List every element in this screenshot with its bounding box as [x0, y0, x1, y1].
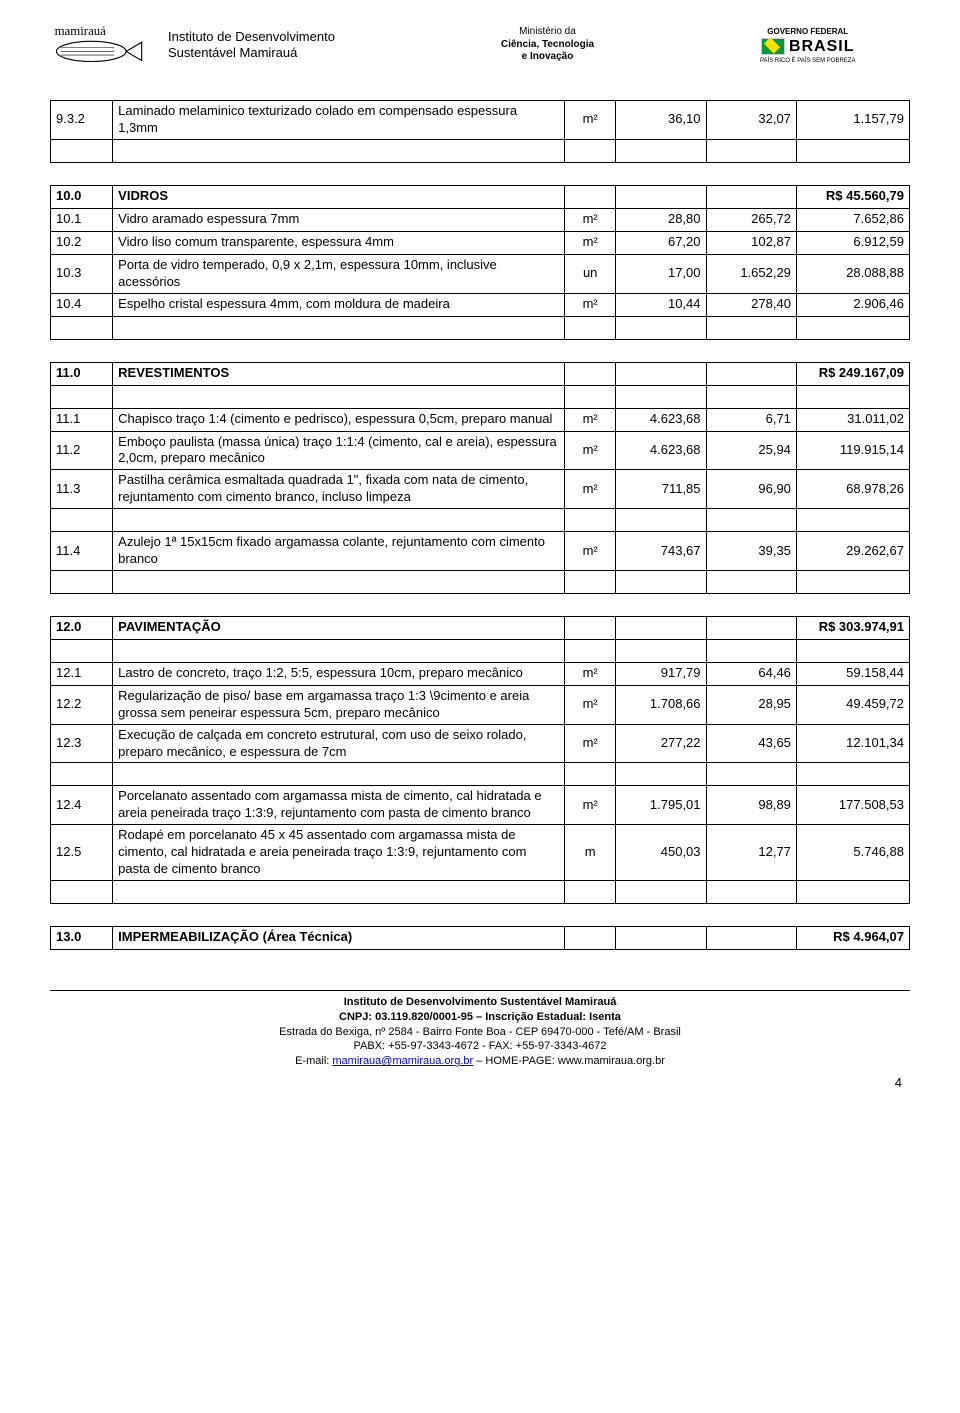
table-row: 11.4Azulejo 1ª 15x15cm fixado argamassa …: [51, 532, 910, 571]
table-row: [51, 509, 910, 532]
footer-l4: PABX: +55-97-3343-4672 - FAX: +55-97-334…: [50, 1039, 910, 1054]
header-right: GOVERNO FEDERAL BRASIL PAÍS RICO É PAÍS …: [760, 20, 910, 70]
cell-code: 9.3.2: [51, 101, 113, 140]
table-row: 10.1Vidro aramado espessura 7mmm²28,8026…: [51, 208, 910, 231]
ministerio-l3: e Inovação: [501, 51, 594, 64]
table-row: 13.0 IMPERMEABILIZAÇÃO (Área Técnica) R$…: [51, 926, 910, 949]
page-number: 4: [50, 1075, 910, 1090]
cell-pu: [706, 185, 796, 208]
cell-desc: Laminado melaminico texturizado colado e…: [113, 101, 565, 140]
page-footer: Instituto de Desenvolvimento Sustentável…: [50, 995, 910, 1069]
cell-qty: [616, 185, 706, 208]
cell-un: [565, 185, 616, 208]
footer-email-label: E-mail:: [295, 1055, 332, 1067]
header-left: mamirauá Instituto de Desenvolvimento Su…: [50, 20, 335, 70]
table-row: 12.2Regularização de piso/ base em argam…: [51, 685, 910, 724]
table-section-13: 13.0 IMPERMEABILIZAÇÃO (Área Técnica) R$…: [50, 926, 910, 950]
cell-code: 10.0: [51, 185, 113, 208]
footer-l5: E-mail: mamiraua@mamiraua.org.br – HOME-…: [50, 1054, 910, 1069]
footer-l2: CNPJ: 03.119.820/0001-95 – Inscrição Est…: [50, 1010, 910, 1025]
table-row: 10.2Vidro liso comum transparente, espes…: [51, 231, 910, 254]
cell-qty: 36,10: [616, 101, 706, 140]
brasil-slogan: PAÍS RICO É PAÍS SEM POBREZA: [760, 58, 855, 64]
table-row: 12.0 PAVIMENTAÇÃO R$ 303.974,91: [51, 616, 910, 639]
cell-desc: VIDROS: [113, 185, 565, 208]
ministerio-l2: Ciência, Tecnologia: [501, 39, 594, 52]
brasil-logo: GOVERNO FEDERAL BRASIL PAÍS RICO É PAÍS …: [760, 27, 855, 64]
footer-email-link[interactable]: mamiraua@mamiraua.org.br: [332, 1055, 473, 1067]
brasil-word: BRASIL: [789, 38, 855, 56]
footer-l3: Estrada do Bexiga, nº 2584 - Bairro Font…: [50, 1025, 910, 1040]
table-row: 12.4Porcelanato assentado com argamassa …: [51, 786, 910, 825]
cell-un: m²: [565, 101, 616, 140]
table-row: 11.1Chapisco traço 1:4 (cimento e pedris…: [51, 408, 910, 431]
table-row: 11.0 REVESTIMENTOS R$ 249.167,09: [51, 362, 910, 385]
table-row: [51, 570, 910, 593]
footer-l1: Instituto de Desenvolvimento Sustentável…: [50, 995, 910, 1010]
table-row: 9.3.2 Laminado melaminico texturizado co…: [51, 101, 910, 140]
table-row: 10.0 VIDROS R$ 45.560,79: [51, 185, 910, 208]
table-row: 10.4Espelho cristal espessura 4mm, com m…: [51, 293, 910, 316]
page-header: mamirauá Instituto de Desenvolvimento Su…: [50, 20, 910, 70]
table-row: 12.1Lastro de concreto, traço 1:2, 5:5, …: [51, 662, 910, 685]
budget-tables: 9.3.2 Laminado melaminico texturizado co…: [50, 100, 910, 950]
governo-label: GOVERNO FEDERAL: [767, 27, 848, 36]
footer-divider: [50, 990, 910, 991]
institute-line2: Sustentável Mamirauá: [168, 45, 335, 61]
table-row: 11.3Pastilha cerâmica esmaltada quadrada…: [51, 470, 910, 509]
table-row: [51, 139, 910, 162]
svg-text:mamirauá: mamirauá: [55, 24, 107, 38]
table-row: 11.2Emboço paulista (massa única) traço …: [51, 431, 910, 470]
table-row: 12.3Execução de calçada em concreto estr…: [51, 724, 910, 763]
table-row: 12.5Rodapé em porcelanato 45 x 45 assent…: [51, 825, 910, 881]
fish-logo: mamirauá: [50, 20, 160, 70]
institute-line1: Instituto de Desenvolvimento: [168, 29, 335, 45]
table-row: [51, 316, 910, 339]
table-row: [51, 639, 910, 662]
cell-tot: 1.157,79: [796, 101, 909, 140]
institute-name: Instituto de Desenvolvimento Sustentável…: [168, 29, 335, 62]
table-row: [51, 385, 910, 408]
cell-tot: R$ 45.560,79: [796, 185, 909, 208]
table-row: 10.3Porta de vidro temperado, 0,9 x 2,1m…: [51, 254, 910, 293]
ministerio-l1: Ministério da: [501, 26, 594, 39]
table-section-9: 9.3.2 Laminado melaminico texturizado co…: [50, 100, 910, 163]
flag-icon: [761, 38, 785, 55]
table-row: [51, 763, 910, 786]
table-section-11: 11.0 REVESTIMENTOS R$ 249.167,09 11.1Cha…: [50, 362, 910, 594]
cell-pu: 32,07: [706, 101, 796, 140]
ministerio-block: Ministério da Ciência, Tecnologia e Inov…: [501, 26, 594, 64]
table-section-10: 10.0 VIDROS R$ 45.560,79 10.1Vidro arama…: [50, 185, 910, 340]
footer-homepage: – HOME-PAGE: www.mamiraua.org.br: [473, 1055, 665, 1067]
table-row: [51, 880, 910, 903]
table-section-12: 12.0 PAVIMENTAÇÃO R$ 303.974,91 12.1Last…: [50, 616, 910, 904]
